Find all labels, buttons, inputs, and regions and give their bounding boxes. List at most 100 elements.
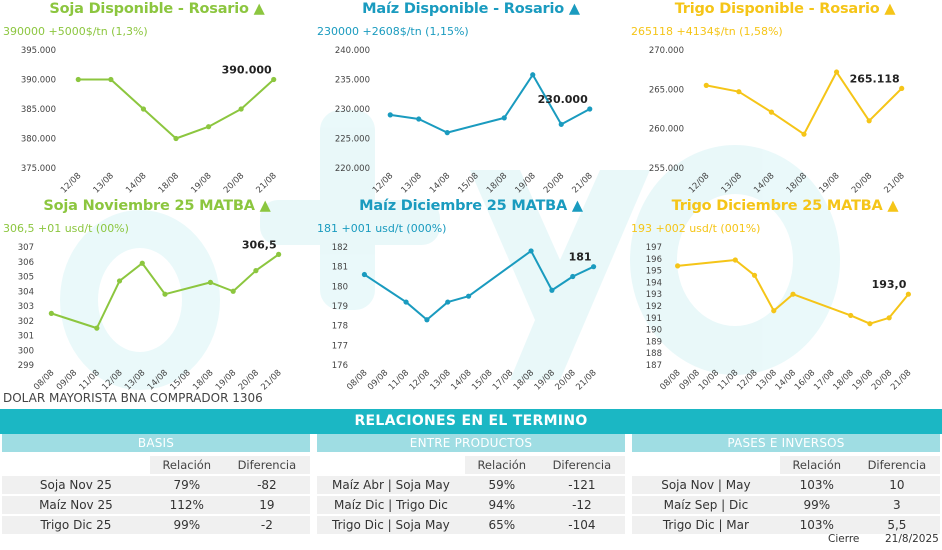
chart-panel-maiz-diciembre: Maíz Diciembre 25 MATBA ▲ 181 +001 usd/t… xyxy=(314,197,628,392)
y-tick-label: 255.000 xyxy=(649,164,684,174)
chart-panel-trigo-diciembre: Trigo Diciembre 25 MATBA ▲ 193 +002 usd/… xyxy=(628,197,942,392)
x-tick-label: 15/08 xyxy=(456,171,480,195)
y-tick-label: 191 xyxy=(646,314,662,324)
x-tick-label: 21/08 xyxy=(259,368,283,392)
row-diferencia: 19 xyxy=(223,496,310,514)
chart-panel-soja-noviembre: Soja Noviembre 25 MATBA ▲ 306,5 +01 usd/… xyxy=(0,197,314,392)
x-tick-label: 21/08 xyxy=(574,368,598,392)
y-tick-label: 240.000 xyxy=(335,46,370,56)
x-tick-label: 18/08 xyxy=(191,368,215,392)
data-point xyxy=(675,263,681,269)
x-tick-label: 21/08 xyxy=(254,171,278,195)
x-tick-label: 13/08 xyxy=(754,368,778,392)
row-diferencia: -82 xyxy=(223,476,310,494)
x-tick-label: 20/08 xyxy=(542,171,566,195)
col-relacion: Relación xyxy=(149,456,224,474)
data-point xyxy=(866,118,872,124)
table-row: Maíz Dic | Trigo Dic 94% -12 xyxy=(317,496,625,514)
y-tick-label: 302 xyxy=(18,317,34,327)
data-point xyxy=(771,308,777,314)
table-header: BASIS xyxy=(2,434,310,452)
x-tick-label: 18/08 xyxy=(512,368,536,392)
x-tick-label: 20/08 xyxy=(237,368,261,392)
data-point xyxy=(445,299,451,305)
data-point xyxy=(238,106,244,112)
x-tick-label: 18/08 xyxy=(831,368,855,392)
relaciones-title: RELACIONES EN EL TERMINO xyxy=(0,409,942,434)
x-tick-label: 14/08 xyxy=(752,171,776,195)
y-tick-label: 380.000 xyxy=(21,135,56,145)
row-name: Trigo Dic | Mar xyxy=(632,516,780,534)
data-point xyxy=(253,268,259,274)
x-tick-label: 18/08 xyxy=(157,171,181,195)
col-relacion: Relación xyxy=(779,456,854,474)
table-header: PASES E INVERSOS xyxy=(632,434,940,452)
row-name: Maíz Sep | Dic xyxy=(632,496,780,514)
chart-title: Soja Disponible - Rosario ▲ xyxy=(49,1,265,17)
data-point xyxy=(140,106,147,112)
data-point xyxy=(703,82,709,88)
x-tick-label: 09/08 xyxy=(678,368,702,392)
chart-title: Maíz Disponible - Rosario ▲ xyxy=(362,1,580,17)
data-point xyxy=(108,76,114,83)
y-tick-label: 180 xyxy=(332,282,348,292)
x-tick-label: 16/08 xyxy=(793,368,817,392)
y-tick-label: 187 xyxy=(646,361,662,371)
y-tick-label: 192 xyxy=(646,302,662,312)
row-relacion: 94% xyxy=(464,496,539,514)
data-point xyxy=(230,288,236,294)
x-tick-label: 14/08 xyxy=(146,368,170,392)
y-tick-label: 375.000 xyxy=(21,164,56,174)
row-relacion: 59% xyxy=(464,476,539,494)
blank-header xyxy=(2,456,150,474)
x-tick-label: 20/08 xyxy=(553,368,577,392)
x-tick-label: 08/08 xyxy=(658,368,682,392)
row-name: Maíz Nov 25 xyxy=(2,496,150,514)
y-tick-label: 181 xyxy=(332,263,348,273)
row-relacion: 65% xyxy=(464,516,539,534)
table-row: Trigo Dic | Mar 103% 5,5 xyxy=(632,516,940,534)
row-diferencia: -104 xyxy=(538,516,625,534)
chart-subtitle: 390000 +5000$/tn (1,3%) xyxy=(3,25,148,38)
entre-productos-table: ENTRE PRODUCTOS Relación Diferencia Maíz… xyxy=(317,434,625,536)
y-tick-label: 189 xyxy=(646,337,662,347)
y-tick-label: 307 xyxy=(18,243,34,253)
data-point xyxy=(361,271,368,278)
y-tick-label: 300 xyxy=(18,346,34,356)
row-diferencia: -2 xyxy=(223,516,310,534)
data-point xyxy=(416,116,422,122)
x-tick-label: 17/08 xyxy=(812,368,836,392)
chart-title: Maíz Diciembre 25 MATBA ▲ xyxy=(359,198,583,214)
x-tick-label: 21/08 xyxy=(882,171,906,195)
col-diferencia: Diferencia xyxy=(853,456,940,474)
x-tick-label: 19/08 xyxy=(533,368,557,392)
data-point xyxy=(751,272,758,278)
data-point xyxy=(570,273,576,280)
y-tick-label: 235.000 xyxy=(335,76,370,86)
row-diferencia: 3 xyxy=(853,496,940,514)
table-row: Trigo Dic | Soja May 65% -104 xyxy=(317,516,625,534)
data-point xyxy=(162,291,168,297)
row-name: Trigo Dic 25 xyxy=(2,516,150,534)
y-tick-label: 179 xyxy=(332,302,348,312)
x-tick-label: 12/08 xyxy=(735,368,759,392)
x-tick-label: 19/08 xyxy=(513,171,537,195)
data-point xyxy=(444,130,450,136)
data-point xyxy=(207,279,214,285)
y-tick-label: 197 xyxy=(646,243,662,253)
table-row: Maíz Sep | Dic 99% 3 xyxy=(632,496,940,514)
data-point xyxy=(590,264,597,270)
y-tick-label: 305 xyxy=(18,273,34,283)
y-tick-label: 301 xyxy=(18,332,34,342)
x-tick-label: 20/08 xyxy=(850,171,874,195)
data-point xyxy=(768,109,775,115)
y-tick-label: 303 xyxy=(18,302,34,312)
row-diferencia: -121 xyxy=(538,476,625,494)
y-tick-label: 225.000 xyxy=(335,135,370,145)
col-diferencia: Diferencia xyxy=(223,456,310,474)
y-tick-label: 270.000 xyxy=(649,46,684,56)
y-tick-label: 190 xyxy=(646,326,662,336)
dolar-label: DOLAR MAYORISTA BNA COMPRADOR 1306 xyxy=(3,391,263,405)
blank-header xyxy=(632,456,780,474)
